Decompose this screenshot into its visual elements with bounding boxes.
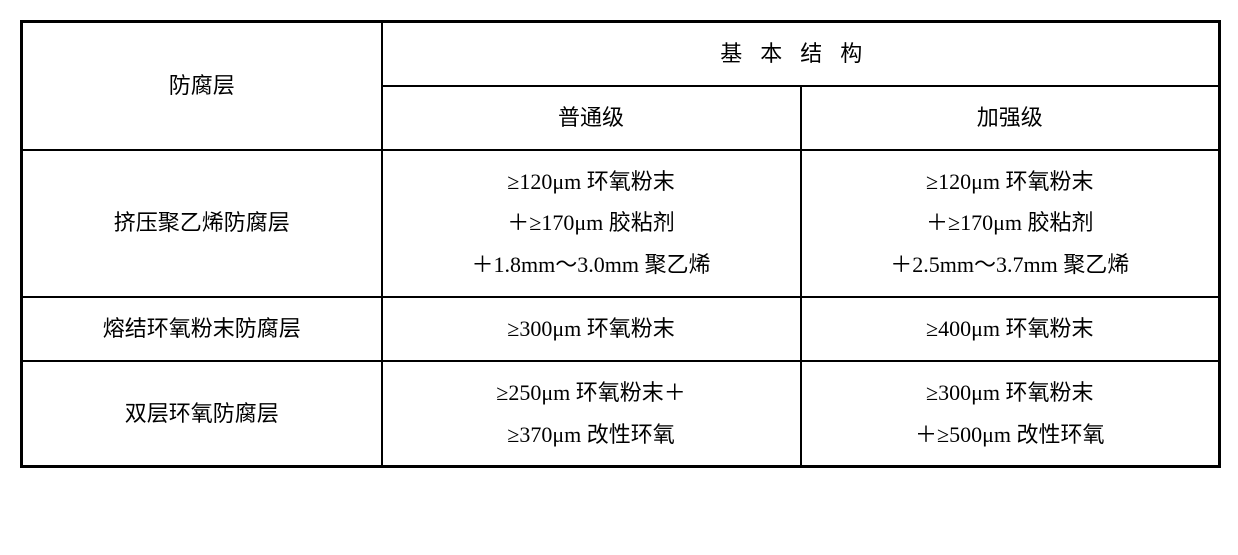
row-label: 挤压聚乙烯防腐层 <box>22 150 382 297</box>
cell-line: ≥250μm 环氧粉末＋ <box>391 372 792 414</box>
cell-line: ＋≥500μm 改性环氧 <box>810 414 1211 456</box>
cell-line: ≥300μm 环氧粉末 <box>810 372 1211 414</box>
row-header-label: 防腐层 <box>22 22 382 150</box>
row-label: 双层环氧防腐层 <box>22 361 382 467</box>
cell-strong: ≥400μm 环氧粉末 <box>801 297 1220 361</box>
cell-strong: ≥300μm 环氧粉末 ＋≥500μm 改性环氧 <box>801 361 1220 467</box>
cell-strong: ≥120μm 环氧粉末 ＋≥170μm 胶粘剂 ＋2.5mm～3.7mm 聚乙烯 <box>801 150 1220 297</box>
group-header: 基本结构 <box>382 22 1220 86</box>
table-row: 双层环氧防腐层 ≥250μm 环氧粉末＋ ≥370μm 改性环氧 ≥300μm … <box>22 361 1220 467</box>
sub-header-normal: 普通级 <box>382 86 801 150</box>
cell-line: ＋2.5mm～3.7mm 聚乙烯 <box>810 244 1211 286</box>
cell-normal: ≥300μm 环氧粉末 <box>382 297 801 361</box>
cell-normal: ≥120μm 环氧粉末 ＋≥170μm 胶粘剂 ＋1.8mm～3.0mm 聚乙烯 <box>382 150 801 297</box>
table-row: 熔结环氧粉末防腐层 ≥300μm 环氧粉末 ≥400μm 环氧粉末 <box>22 297 1220 361</box>
sub-header-strong: 加强级 <box>801 86 1220 150</box>
table-header-row-1: 防腐层 基本结构 <box>22 22 1220 86</box>
cell-line: ≥120μm 环氧粉末 <box>391 161 792 203</box>
spec-table: 防腐层 基本结构 普通级 加强级 挤压聚乙烯防腐层 ≥120μm 环氧粉末 ＋≥… <box>20 20 1221 468</box>
cell-line: ＋1.8mm～3.0mm 聚乙烯 <box>391 244 792 286</box>
row-label: 熔结环氧粉末防腐层 <box>22 297 382 361</box>
table-row: 挤压聚乙烯防腐层 ≥120μm 环氧粉末 ＋≥170μm 胶粘剂 ＋1.8mm～… <box>22 150 1220 297</box>
cell-line: ＋≥170μm 胶粘剂 <box>810 202 1211 244</box>
cell-normal: ≥250μm 环氧粉末＋ ≥370μm 改性环氧 <box>382 361 801 467</box>
cell-line: ＋≥170μm 胶粘剂 <box>391 202 792 244</box>
cell-line: ≥370μm 改性环氧 <box>391 414 792 456</box>
cell-line: ≥120μm 环氧粉末 <box>810 161 1211 203</box>
